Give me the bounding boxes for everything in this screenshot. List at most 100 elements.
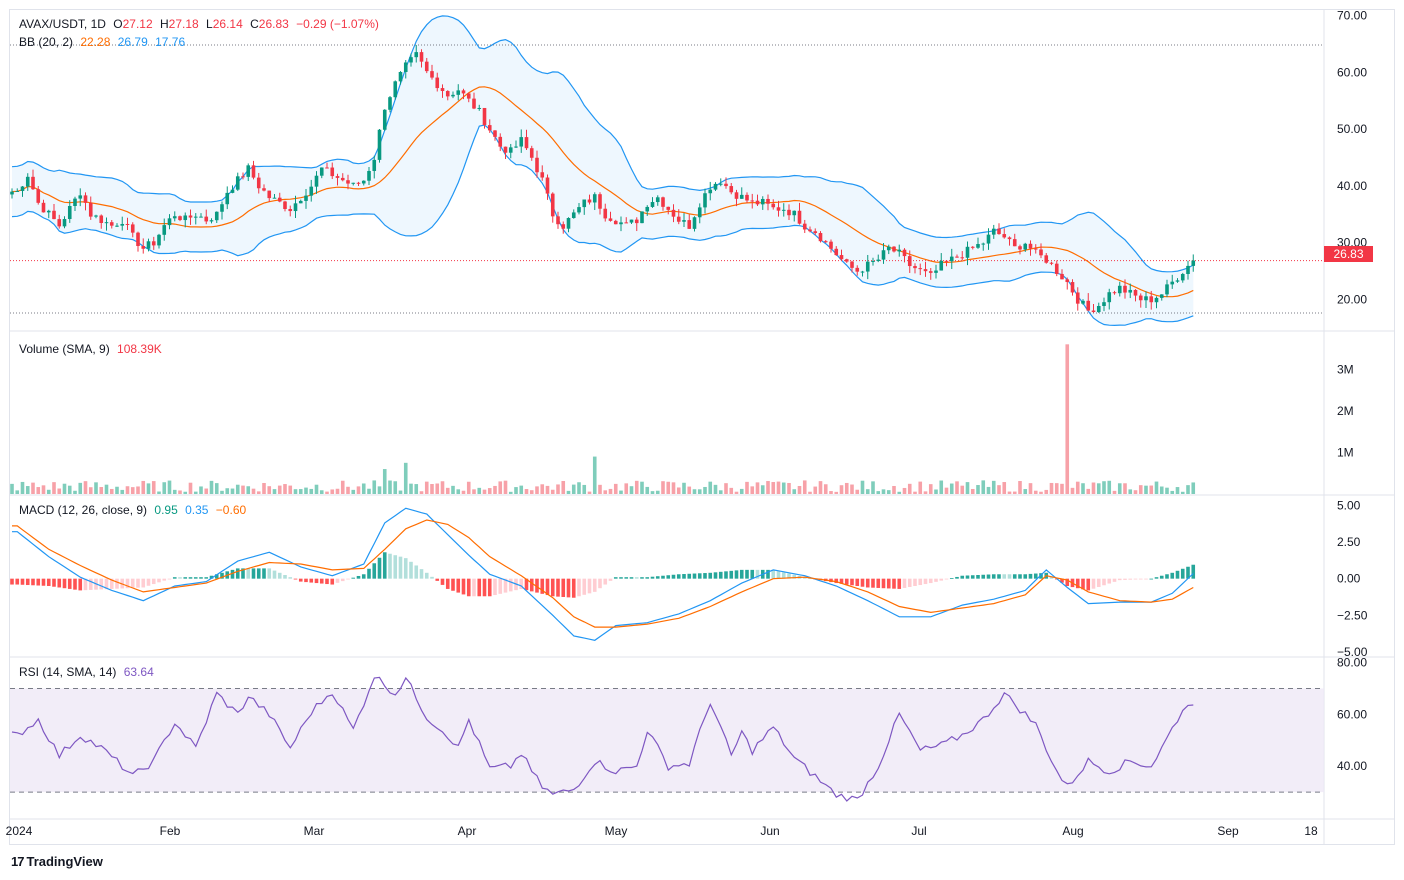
volume-bar xyxy=(640,481,644,494)
bb-label[interactable]: BB (20, 2) xyxy=(19,35,74,49)
macd-histogram-bar xyxy=(986,574,991,579)
candle-body xyxy=(1149,296,1154,303)
volume-bar xyxy=(508,491,513,494)
candle-body xyxy=(388,97,392,110)
brand-name: TradingView xyxy=(26,854,103,869)
macd-histogram-bar xyxy=(1112,578,1117,582)
macd-histogram-bar xyxy=(104,578,109,590)
volume-bar xyxy=(1112,490,1117,494)
volume-value: 108.39K xyxy=(117,342,162,356)
candle-body xyxy=(241,176,245,178)
volume-bar xyxy=(1128,489,1133,494)
volume-bar xyxy=(398,490,403,494)
macd-histogram-bar xyxy=(1018,574,1022,579)
volume-bar xyxy=(451,485,455,494)
candle-body xyxy=(645,206,650,212)
volume-bar xyxy=(130,487,135,494)
macd-histogram-bar xyxy=(676,574,681,579)
candle-body xyxy=(619,222,623,225)
volume-label[interactable]: Volume (SMA, 9) xyxy=(19,342,110,356)
candle-body xyxy=(734,192,739,199)
volume-bar xyxy=(561,480,566,494)
macd-histogram-bar xyxy=(214,574,219,579)
macd-histogram-bar xyxy=(1012,574,1017,579)
volume-bar xyxy=(844,482,849,494)
candle-body xyxy=(1133,289,1138,296)
volume-bar xyxy=(571,484,576,494)
candle-body xyxy=(876,259,881,261)
macd-histogram-bar xyxy=(1180,568,1185,579)
candle-body xyxy=(508,147,513,153)
macd-signal-line xyxy=(12,519,1194,628)
macd-histogram-bar xyxy=(991,574,996,579)
volume-bar xyxy=(1102,481,1106,494)
volume-bar xyxy=(62,483,67,494)
macd-histogram-bar xyxy=(839,578,844,584)
candle-body xyxy=(235,176,240,190)
volume-bar xyxy=(981,480,986,494)
time-axis-tick: Mar xyxy=(304,824,325,838)
volume-bar xyxy=(1180,491,1185,494)
macd-histogram-bar xyxy=(865,578,870,588)
volume-bar xyxy=(472,489,476,494)
macd-histogram-bar xyxy=(99,578,104,590)
macd-histogram-bar xyxy=(220,572,224,579)
volume-legend: Volume (SMA, 9) 108.39K xyxy=(19,342,166,356)
candle-body xyxy=(571,212,576,219)
candle-body xyxy=(587,199,592,203)
volume-bar xyxy=(892,485,896,494)
candle-body xyxy=(346,180,350,184)
candle-body xyxy=(267,190,272,199)
candle-body xyxy=(36,189,41,203)
macd-histogram-bar xyxy=(25,578,30,586)
rsi-label[interactable]: RSI (14, SMA, 14) xyxy=(19,665,117,679)
volume-bar xyxy=(1086,488,1091,494)
volume-bar xyxy=(634,480,639,494)
candle-body xyxy=(997,228,1001,235)
macd-histogram-bar xyxy=(724,571,728,579)
macd-histogram xyxy=(10,552,1196,598)
tradingview-brand[interactable]: 17 TradingView xyxy=(11,854,103,869)
volume-bar xyxy=(755,482,760,494)
macd-histogram-bar xyxy=(304,578,308,583)
volume-bar xyxy=(493,485,497,494)
macd-histogram-bar xyxy=(1128,578,1133,580)
volume-bar xyxy=(1091,482,1096,494)
candle-body xyxy=(367,170,371,181)
candle-body xyxy=(1023,243,1028,250)
candle-body xyxy=(655,197,660,203)
candle-body xyxy=(650,202,655,207)
macd-histogram-bar xyxy=(409,561,413,579)
macd-histogram-bar xyxy=(923,578,928,585)
macd-histogram-bar xyxy=(703,573,707,579)
time-axis-tick: Aug xyxy=(1062,824,1083,838)
macd-histogram-bar xyxy=(10,578,14,585)
volume-bar xyxy=(949,483,954,494)
volume-bar xyxy=(1149,485,1154,494)
symbol-label[interactable]: AVAX/USDT, 1D xyxy=(19,17,106,31)
volume-bar xyxy=(466,481,471,494)
candle-body xyxy=(944,260,949,262)
macd-legend: MACD (12, 26, close, 9) 0.95 0.35 −0.60 xyxy=(19,503,250,517)
macd-histogram-bar xyxy=(529,578,534,592)
volume-bar xyxy=(52,482,56,494)
macd-label[interactable]: MACD (12, 26, close, 9) xyxy=(19,503,148,517)
macd-histogram-bar xyxy=(493,578,497,596)
macd-histogram-bar xyxy=(498,578,503,594)
candle-body xyxy=(1091,310,1096,313)
volume-bar xyxy=(902,487,907,494)
volume-bar xyxy=(440,481,445,494)
macd-histogram-bar xyxy=(1144,578,1148,580)
macd-histogram-bar xyxy=(613,577,618,579)
candle-body xyxy=(188,215,193,218)
macd-histogram-bar xyxy=(73,578,77,590)
volume-bar xyxy=(435,483,440,494)
candle-body xyxy=(755,200,760,205)
volume-bar xyxy=(146,483,151,494)
macd-histogram-bar xyxy=(277,572,282,579)
candle-body xyxy=(314,175,319,187)
volume-bar xyxy=(1081,483,1085,494)
candle-body xyxy=(141,246,146,249)
candle-body xyxy=(566,218,571,229)
